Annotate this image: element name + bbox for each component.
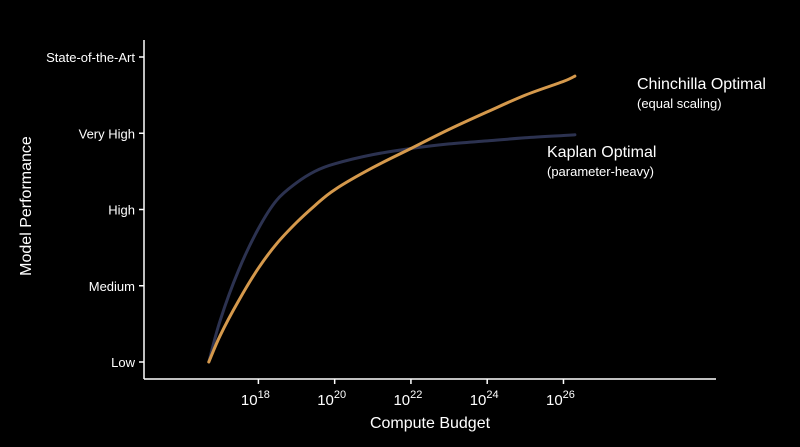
x-tick-label: 1024	[470, 389, 499, 409]
x-tick-label: 1026	[546, 389, 575, 409]
chinchilla-sublabel: (equal scaling)	[637, 96, 722, 111]
y-tick-label: High	[108, 203, 135, 218]
y-tick-label: Medium	[89, 279, 135, 294]
y-tick-label: State-of-the-Art	[46, 50, 135, 65]
series-lines	[207, 74, 577, 364]
x-tick-label: 1018	[241, 389, 270, 409]
y-axis-label: Model Performance	[18, 136, 35, 276]
x-tick-label: 1020	[317, 389, 346, 409]
axes	[139, 40, 716, 384]
x-tick-label: 1022	[393, 389, 422, 409]
kaplan-label: Kaplan Optimal	[547, 144, 656, 161]
kaplan-sublabel: (parameter-heavy)	[547, 164, 654, 179]
chinchilla-label: Chinchilla Optimal	[637, 76, 766, 93]
tick-labels: Low Medium High Very High State-of-the-Art 10…	[46, 50, 575, 409]
kaplan-optimal-line	[207, 133, 577, 364]
series-labels: Chinchilla Optimal (equal scaling) Kaplan …	[547, 76, 766, 179]
y-tick-label: Very High	[79, 126, 135, 141]
y-tick-label: Low	[111, 355, 135, 370]
x-axis-label: Compute Budget	[370, 415, 491, 432]
chinchilla-optimal-line	[207, 74, 577, 364]
